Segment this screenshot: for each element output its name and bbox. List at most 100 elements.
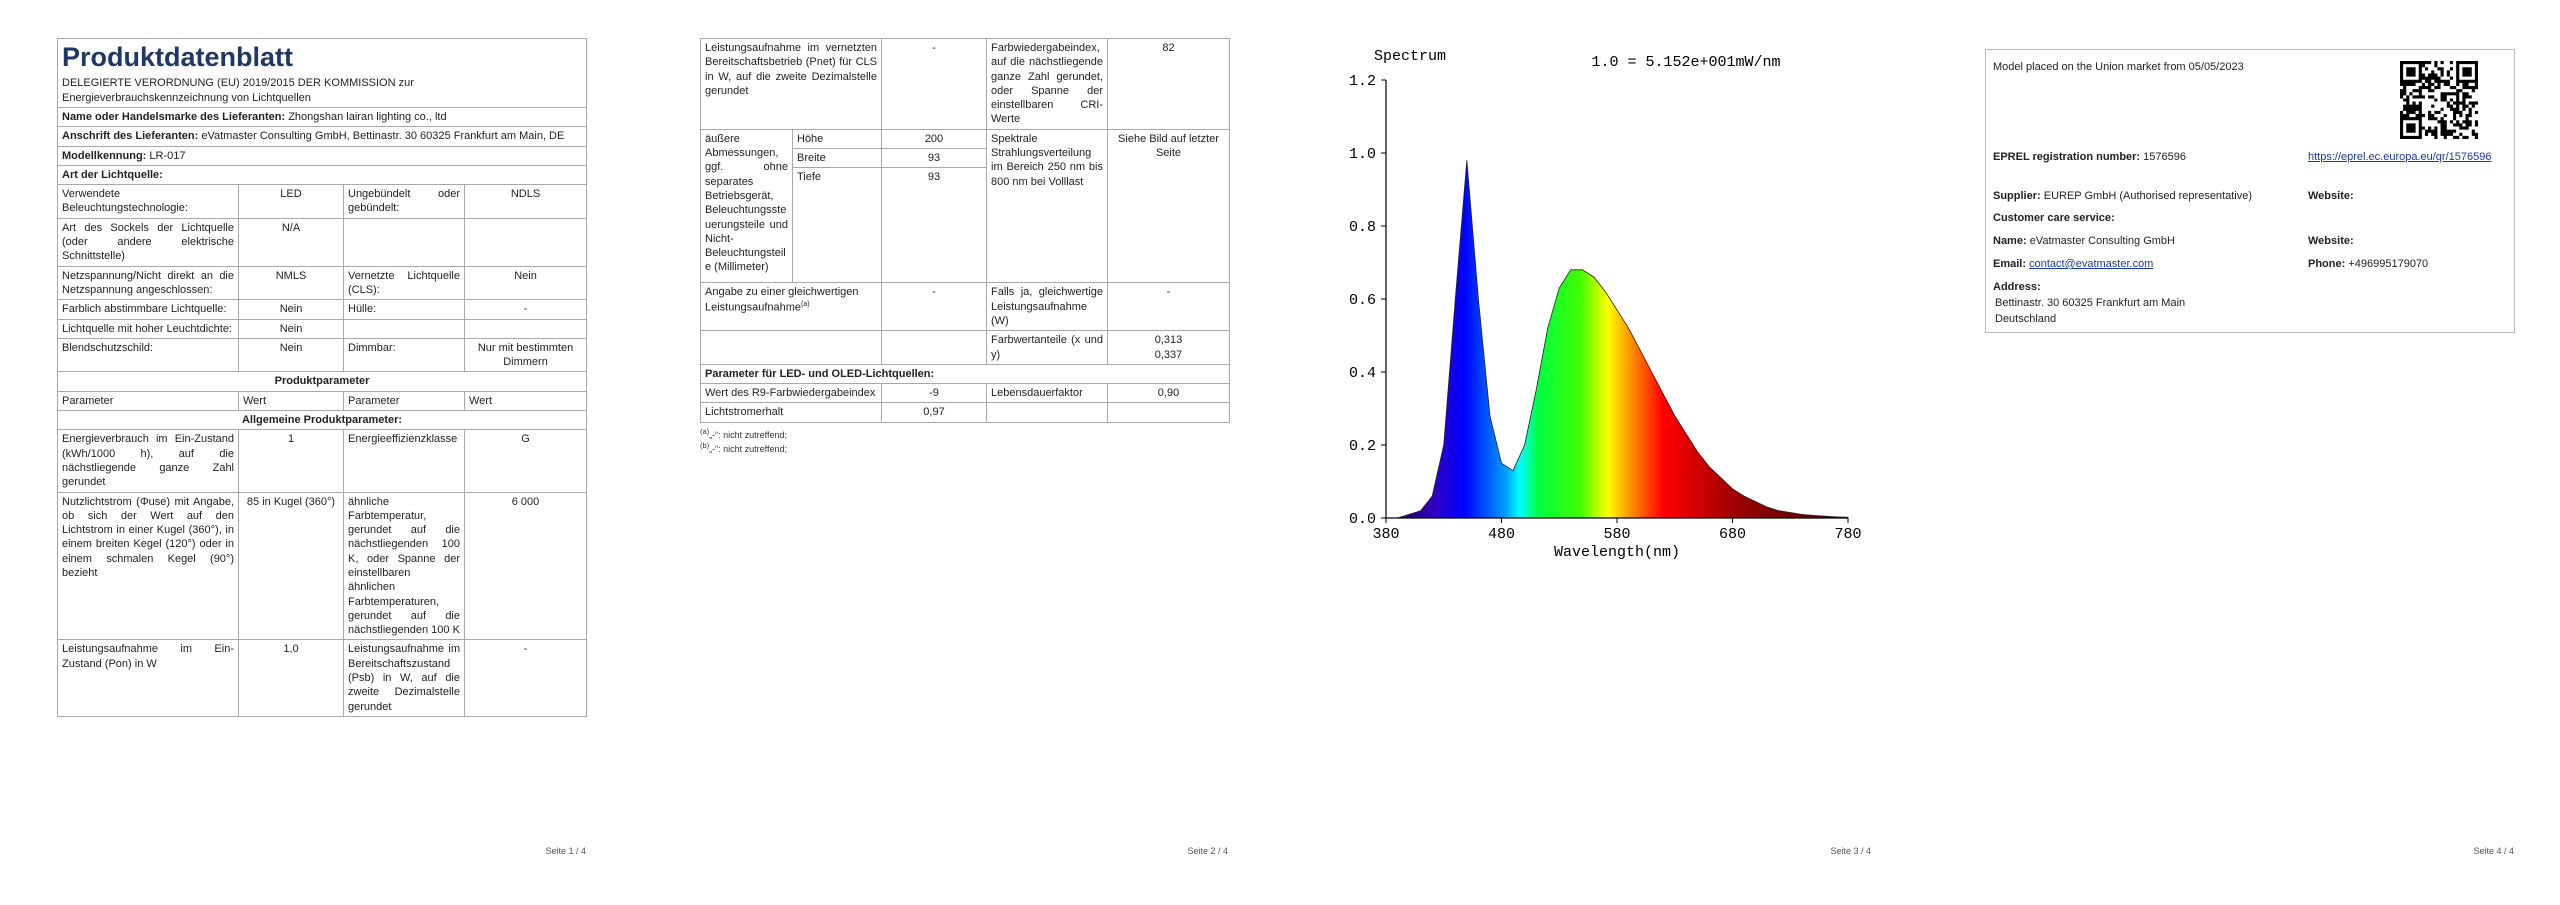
text: 0,313 xyxy=(1154,334,1183,347)
table-cell: Leistungsaufnahme im Ein-Zustand (Pon) i… xyxy=(57,639,239,717)
table-cell: Wert xyxy=(463,390,588,412)
table-cell: Falls ja, gleichwertige Leistungsaufnahm… xyxy=(986,282,1108,332)
text: „-“: nicht zutreffend; xyxy=(709,444,788,455)
table-row: Angabe zu einer gleichwertigen Leistungs… xyxy=(700,282,1230,332)
table-row: Produktdatenblatt DELEGIERTE VERORDNUNG … xyxy=(56,38,588,108)
email-link[interactable]: contact@evatmaster.com xyxy=(2029,258,2154,270)
table-cell xyxy=(881,330,987,365)
field-label: Anschrift des Lieferanten: xyxy=(62,130,199,143)
text: „-“: nicht zutreffend; xyxy=(709,429,788,440)
table-row: Art des Sockels der Lichtquelle (oder an… xyxy=(57,217,588,267)
y-tick-label: 0.6 xyxy=(1349,292,1376,309)
table-cell: Parameter für LED- und OLED-Lichtquellen… xyxy=(700,363,1230,385)
text: Energieverbrauch im Ein-Zustand (kWh/100… xyxy=(57,429,588,717)
table-cell: - xyxy=(1107,282,1230,332)
field-label: Website: xyxy=(2308,235,2354,247)
text: 0,337 xyxy=(1154,348,1183,361)
table-cell: Nur mit bestimmten Dimmern xyxy=(463,337,588,373)
field-label: EPREL registration number: xyxy=(1993,151,2141,163)
table-row: Blendschutzschild: Nein Dimmbar: Nur mit be… xyxy=(57,337,588,373)
table-cell: Hülle: xyxy=(343,299,465,320)
table-cell: 0,313 0,337 xyxy=(1107,330,1230,365)
text: Produktdatenblatt DELEGIERTE VERORDNUNG … xyxy=(56,38,588,186)
qr-code xyxy=(2400,61,2478,139)
footnotes: (a)„-“: nicht zutreffend; (b)„-“: nicht … xyxy=(700,427,1229,456)
table-row: Netzspannung/Nicht direkt an die Netzspa… xyxy=(57,265,588,301)
eprel-link[interactable]: https://eprel.ec.europa.eu/qr/1576596 xyxy=(2308,151,2492,163)
field-label: Address: xyxy=(1993,281,2041,293)
table-cell: - xyxy=(881,38,987,130)
page-footer: Seite 4 / 4 xyxy=(2473,846,2514,856)
table-cell: Höhe xyxy=(792,128,882,150)
table-cell xyxy=(1107,402,1230,423)
table-cell: Tiefe xyxy=(792,167,882,284)
note-marker: (a) xyxy=(801,300,810,308)
table-row: Produktparameter xyxy=(56,371,588,392)
table-cell: 93 xyxy=(881,167,987,284)
y-tick-label: 0.2 xyxy=(1349,438,1376,455)
text: Deutschland xyxy=(1995,313,2057,325)
text: Zhongshan lairan lighting co., ltd xyxy=(288,110,447,123)
field-label: Produktparameter xyxy=(274,375,370,388)
field-label: Email: xyxy=(1993,258,2027,270)
table-row: Energieverbrauch im Ein-Zustand (kWh/100… xyxy=(57,429,588,493)
field-label: Supplier: xyxy=(1993,190,2041,202)
text: Email: contact@evatmaster.com xyxy=(1993,257,2153,271)
table-cell: Angabe zu einer gleichwertigen Leistungs… xyxy=(700,282,882,332)
table-row: Art der Lichtquelle: xyxy=(56,164,588,186)
table-cell: ähnliche Farbtemperatur, gerundet auf di… xyxy=(343,491,465,641)
table-row: Lichtstromerhalt 0,97 xyxy=(700,402,1230,423)
table-cell: Art der Lichtquelle: xyxy=(56,164,588,186)
table-cell: Nein xyxy=(463,265,588,301)
table-row: Verwendete Beleuchtungstechnologie: LED Un… xyxy=(57,184,588,219)
text: (a)„-“: nicht zutreffend; xyxy=(700,427,1229,442)
table-cell: Name oder Handelsmarke des Lieferanten: … xyxy=(56,106,588,128)
table-cell xyxy=(463,217,588,267)
header-cell: Produktdatenblatt DELEGIERTE VERORDNUNG … xyxy=(56,38,588,108)
table-cell: Nein xyxy=(238,337,344,373)
table-cell: - xyxy=(463,299,588,320)
table-cell xyxy=(986,402,1108,423)
table-cell: Farbwiedergabeindex, auf die nächstliege… xyxy=(986,38,1108,130)
page-footer: Seite 3 / 4 xyxy=(1830,846,1871,856)
table-cell: Energieeffizienzklasse xyxy=(343,429,465,493)
table-cell: G xyxy=(463,429,588,493)
table-cell: Blendschutzschild: xyxy=(57,337,239,373)
text: Address: xyxy=(1993,280,2041,294)
text: (b)„-“: nicht zutreffend; xyxy=(700,441,1229,456)
table-cell xyxy=(343,318,465,339)
y-tick-label: 0.4 xyxy=(1349,365,1376,382)
note-marker: (b) xyxy=(700,441,710,451)
table-cell: Verwendete Beleuchtungstechnologie: xyxy=(57,184,239,219)
table-row: Allgemeine Produktparameter: xyxy=(56,410,588,431)
table-row: Farblich abstimmbare Lichtquelle: Nein Hül… xyxy=(57,299,588,320)
table-cell: Leistungsaufnahme im vernetzten Bereitsc… xyxy=(700,38,882,130)
table-row: Nutzlichtstrom (Φuse) mit Angabe, ob sic… xyxy=(57,491,588,641)
x-tick-label: 680 xyxy=(1719,526,1746,543)
text: Model placed on the Union market from 05… xyxy=(1993,61,2244,73)
table-row: Leistungsaufnahme im vernetzten Bereitsc… xyxy=(700,38,1230,130)
table-cell: Lichtstromerhalt xyxy=(700,402,882,423)
table-row: Wert des R9-Farbwiedergabeindex -9 Lebensd… xyxy=(700,383,1230,404)
table-cell: Lebensdauerfaktor xyxy=(986,383,1108,404)
page-footer: Seite 2 / 4 xyxy=(1187,846,1228,856)
table-cell: NMLS xyxy=(238,265,344,301)
table-cell: 85 in Kugel (360°) xyxy=(238,491,344,641)
table-cell: 0,90 xyxy=(1107,383,1230,404)
spectrum-area xyxy=(1386,160,1849,519)
table-cell xyxy=(343,217,465,267)
y-tick-label: 1.2 xyxy=(1349,73,1376,90)
x-tick-label: 580 xyxy=(1603,526,1630,543)
text: 1576596 xyxy=(2143,151,2186,163)
table-cell: Farbwertanteile (x und y) xyxy=(986,330,1108,365)
table-cell: - xyxy=(463,639,588,717)
table-row: Farbwertanteile (x und y) 0,313 0,337 xyxy=(700,330,1230,365)
table-cell: LED xyxy=(238,184,344,219)
table-row: äußere Abmessungen, ggf. ohne separates … xyxy=(700,128,1230,284)
table-cell: 82 xyxy=(1107,38,1230,130)
table-cell: Nein xyxy=(238,299,344,320)
text: Website: xyxy=(2308,189,2354,203)
table-row: Parameter Wert Parameter Wert xyxy=(57,390,588,412)
field-label: Art der Lichtquelle: xyxy=(62,168,163,181)
